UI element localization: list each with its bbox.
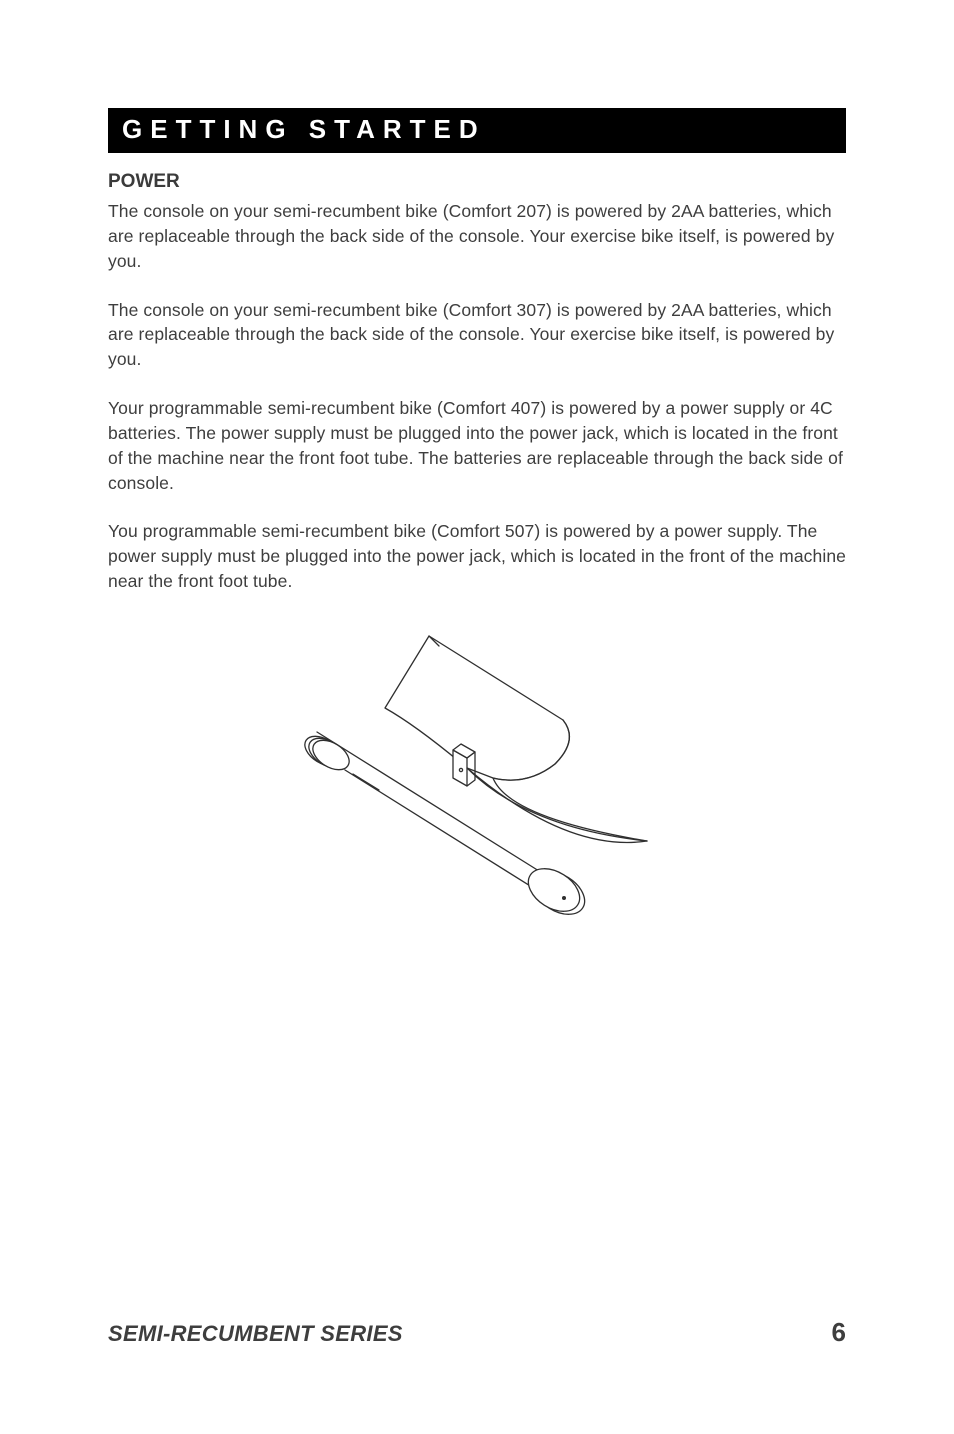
- subheading-power: POWER: [108, 171, 846, 193]
- paragraph: You programmable semi-recumbent bike (Co…: [108, 519, 846, 594]
- paragraph: The console on your semi-recumbent bike …: [108, 199, 846, 274]
- footer-page-number: 6: [832, 1317, 846, 1348]
- footer-series-title: SEMI-RECUMBENT SERIES: [108, 1321, 403, 1347]
- section-title-bar: GETTING STARTED: [108, 108, 846, 153]
- page-footer: SEMI-RECUMBENT SERIES 6: [108, 1317, 846, 1348]
- paragraph: The console on your semi-recumbent bike …: [108, 298, 846, 373]
- paragraph: Your programmable semi-recumbent bike (C…: [108, 396, 846, 495]
- section-title: GETTING STARTED: [122, 114, 486, 144]
- foot-tube-svg: [267, 618, 687, 978]
- foot-tube-diagram: [108, 618, 846, 978]
